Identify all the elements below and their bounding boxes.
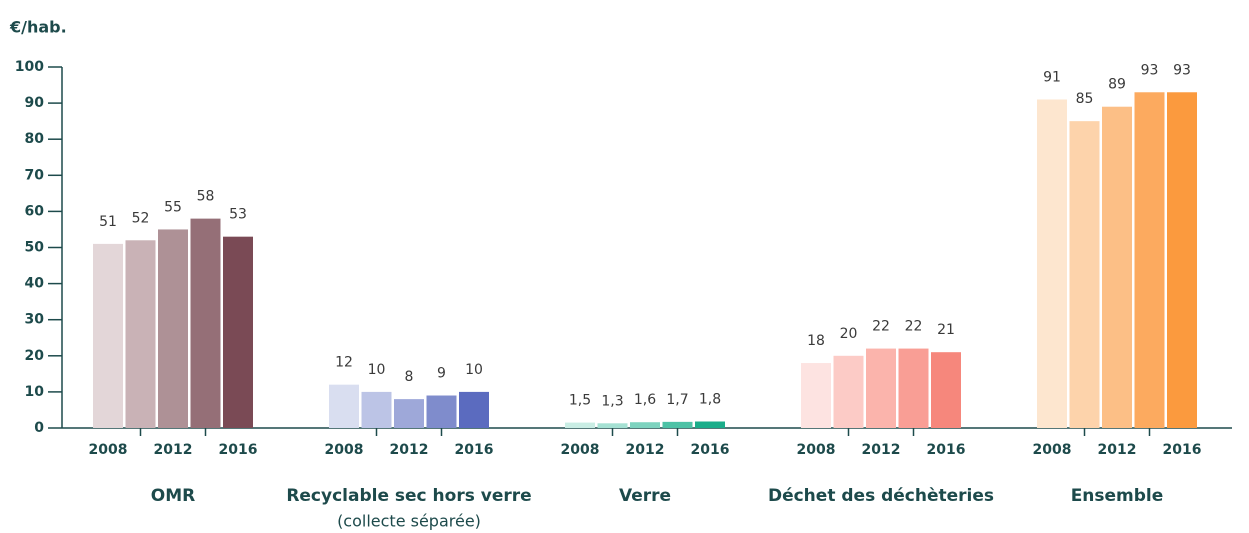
bar bbox=[158, 229, 188, 428]
y-tick-label: 30 bbox=[25, 312, 45, 328]
x-tick-label: 2012 bbox=[1098, 442, 1137, 458]
bar bbox=[1069, 121, 1100, 429]
x-tick-label: 2008 bbox=[797, 442, 836, 458]
group-subtitle: (collecte séparée) bbox=[337, 512, 481, 531]
group-label: Recyclable sec hors verre bbox=[286, 486, 531, 506]
value-label: 93 bbox=[1141, 62, 1159, 78]
x-tick-label: 2012 bbox=[154, 442, 193, 458]
y-tick-label: 20 bbox=[25, 348, 45, 364]
bar bbox=[223, 236, 253, 428]
y-axis-label: €/hab. bbox=[9, 18, 67, 37]
x-tick-label: 2012 bbox=[390, 442, 429, 458]
value-label: 22 bbox=[905, 319, 923, 335]
y-tick-label: 10 bbox=[25, 384, 45, 400]
x-tick-label: 2008 bbox=[1033, 442, 1072, 458]
value-label: 1,8 bbox=[699, 392, 721, 408]
bar bbox=[695, 421, 725, 428]
bar bbox=[1167, 92, 1197, 429]
value-label: 1,7 bbox=[666, 392, 688, 408]
value-label: 20 bbox=[840, 326, 858, 342]
y-tick-label: 100 bbox=[15, 59, 44, 75]
bar bbox=[459, 391, 489, 428]
bar bbox=[361, 391, 392, 428]
bar bbox=[630, 422, 660, 428]
value-label: 53 bbox=[229, 207, 247, 223]
x-tick-label: 2016 bbox=[455, 442, 494, 458]
x-tick-label: 2008 bbox=[325, 442, 364, 458]
value-label: 10 bbox=[465, 362, 483, 378]
bar bbox=[125, 240, 156, 428]
bar bbox=[801, 363, 831, 428]
y-tick-label: 50 bbox=[25, 240, 45, 256]
value-label: 91 bbox=[1043, 69, 1061, 85]
value-label: 12 bbox=[335, 355, 353, 371]
value-label: 18 bbox=[807, 333, 825, 349]
bar bbox=[1037, 99, 1067, 429]
value-label: 21 bbox=[937, 322, 955, 338]
y-tick-label: 40 bbox=[25, 276, 45, 292]
bar bbox=[866, 348, 896, 428]
value-label: 55 bbox=[164, 199, 182, 215]
y-tick-label: 80 bbox=[25, 131, 45, 147]
x-tick-label: 2008 bbox=[89, 442, 128, 458]
x-tick-label: 2012 bbox=[862, 442, 901, 458]
x-tick-label: 2008 bbox=[561, 442, 600, 458]
value-label: 89 bbox=[1108, 77, 1126, 93]
bar bbox=[394, 399, 424, 428]
bar bbox=[426, 395, 457, 428]
x-tick-label: 2016 bbox=[1163, 442, 1202, 458]
value-label: 1,5 bbox=[569, 393, 591, 409]
bar bbox=[833, 355, 864, 428]
value-label: 1,3 bbox=[601, 393, 623, 409]
value-label: 52 bbox=[132, 210, 150, 226]
x-tick-label: 2016 bbox=[691, 442, 730, 458]
bar bbox=[329, 384, 359, 428]
bar bbox=[597, 423, 628, 428]
x-tick-label: 2016 bbox=[219, 442, 258, 458]
value-label: 58 bbox=[197, 189, 215, 205]
x-tick-label: 2012 bbox=[626, 442, 665, 458]
value-label: 9 bbox=[437, 366, 446, 382]
bar bbox=[898, 348, 929, 428]
group-label: OMR bbox=[151, 486, 195, 506]
bar bbox=[931, 352, 961, 428]
value-label: 1,6 bbox=[634, 392, 656, 408]
value-label: 8 bbox=[405, 369, 414, 385]
group-label: Ensemble bbox=[1071, 486, 1164, 506]
bar bbox=[565, 422, 595, 428]
group-label: Verre bbox=[619, 486, 671, 506]
y-tick-label: 90 bbox=[25, 95, 45, 111]
value-label: 22 bbox=[872, 319, 890, 335]
bar bbox=[662, 421, 693, 428]
y-tick-label: 60 bbox=[25, 203, 45, 219]
value-label: 51 bbox=[99, 214, 117, 230]
y-tick-label: 70 bbox=[25, 167, 45, 183]
bar bbox=[1102, 106, 1132, 429]
group-label: Déchet des déchèteries bbox=[768, 486, 994, 506]
bar bbox=[93, 243, 123, 428]
value-label: 93 bbox=[1173, 62, 1191, 78]
bar bbox=[190, 218, 221, 428]
y-tick-label: 0 bbox=[34, 420, 44, 436]
value-label: 85 bbox=[1076, 91, 1094, 107]
bar bbox=[1134, 92, 1165, 429]
x-tick-label: 2016 bbox=[927, 442, 966, 458]
value-label: 10 bbox=[368, 362, 386, 378]
